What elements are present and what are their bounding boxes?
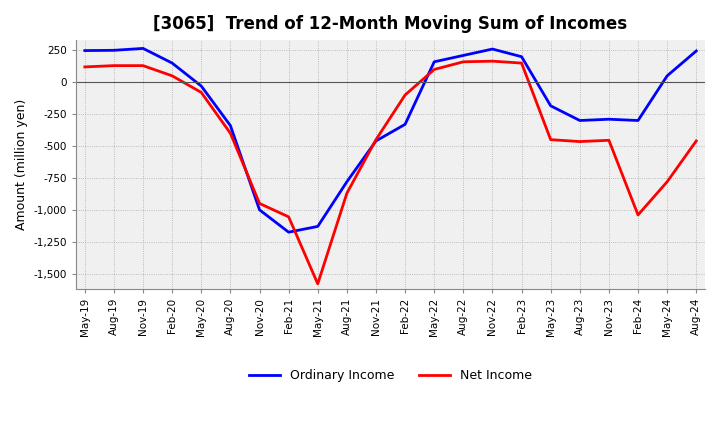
Net Income	[605, 138, 613, 143]
Net Income	[313, 281, 322, 286]
Net Income	[372, 137, 380, 142]
Ordinary Income	[663, 73, 672, 78]
Net Income	[575, 139, 584, 144]
Ordinary Income	[139, 46, 148, 51]
Ordinary Income	[459, 53, 468, 58]
Legend: Ordinary Income, Net Income: Ordinary Income, Net Income	[243, 364, 537, 387]
Line: Net Income: Net Income	[85, 61, 696, 284]
Net Income	[488, 59, 497, 64]
Ordinary Income	[401, 122, 410, 127]
Ordinary Income	[575, 118, 584, 123]
Ordinary Income	[109, 48, 118, 53]
Ordinary Income	[692, 48, 701, 54]
Net Income	[401, 92, 410, 98]
Net Income	[197, 90, 206, 95]
Ordinary Income	[343, 179, 351, 184]
Ordinary Income	[488, 46, 497, 51]
Net Income	[663, 179, 672, 184]
Ordinary Income	[284, 230, 293, 235]
Ordinary Income	[517, 54, 526, 59]
Net Income	[81, 64, 89, 70]
Ordinary Income	[197, 84, 206, 89]
Net Income	[139, 63, 148, 68]
Ordinary Income	[546, 103, 555, 109]
Net Income	[343, 191, 351, 196]
Line: Ordinary Income: Ordinary Income	[85, 48, 696, 232]
Ordinary Income	[313, 224, 322, 229]
Ordinary Income	[81, 48, 89, 53]
Ordinary Income	[605, 117, 613, 122]
Ordinary Income	[430, 59, 438, 64]
Net Income	[634, 212, 642, 217]
Net Income	[284, 214, 293, 220]
Y-axis label: Amount (million yen): Amount (million yen)	[15, 99, 28, 230]
Net Income	[168, 73, 176, 78]
Title: [3065]  Trend of 12-Month Moving Sum of Incomes: [3065] Trend of 12-Month Moving Sum of I…	[153, 15, 628, 33]
Net Income	[459, 59, 468, 64]
Ordinary Income	[634, 118, 642, 123]
Net Income	[517, 60, 526, 66]
Net Income	[226, 131, 235, 136]
Ordinary Income	[168, 60, 176, 66]
Ordinary Income	[372, 138, 380, 143]
Ordinary Income	[255, 207, 264, 213]
Net Income	[692, 138, 701, 143]
Ordinary Income	[226, 123, 235, 128]
Net Income	[546, 137, 555, 142]
Net Income	[255, 201, 264, 206]
Net Income	[430, 67, 438, 72]
Net Income	[109, 63, 118, 68]
